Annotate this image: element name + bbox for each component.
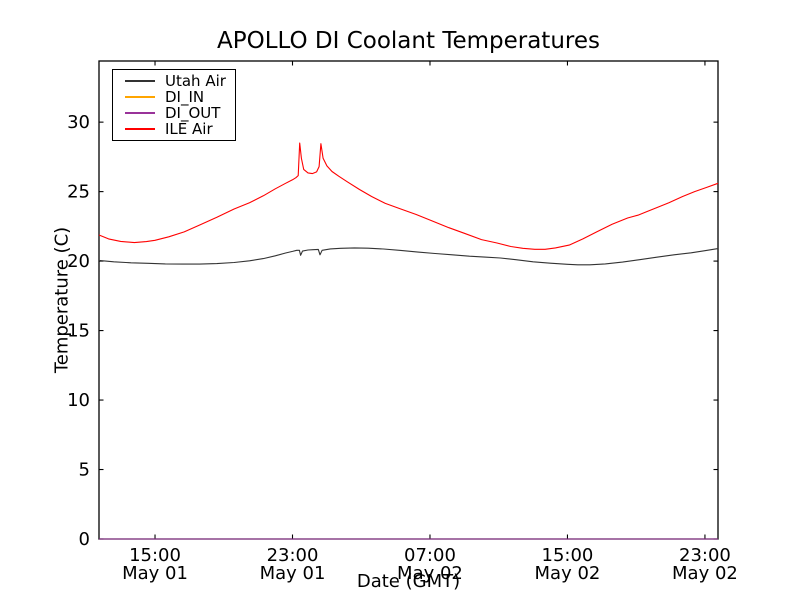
legend-item-di-out: DI_OUT: [125, 105, 235, 121]
x-tick-label-time: 15:00: [542, 545, 594, 566]
legend: Utah Air DI_IN DI_OUT ILE Air: [112, 69, 236, 141]
x-tick-label-time: 23:00: [679, 545, 731, 566]
y-tick-label: 15: [67, 321, 90, 342]
x-axis-label: Date (GMT): [356, 571, 461, 592]
legend-label: ILE Air: [165, 120, 213, 138]
x-tick-label-time: 07:00: [404, 545, 456, 566]
y-tick-label: 10: [67, 390, 90, 411]
x-tick-label-time: 23:00: [267, 545, 319, 566]
x-tick-label-date: May 02: [535, 563, 601, 584]
y-tick-label: 0: [79, 529, 90, 550]
series-line-ile-air: [98, 142, 719, 250]
x-tick-label-time: 15:00: [129, 545, 181, 566]
utah-air-line-swatch: [125, 80, 155, 82]
legend-label: Utah Air: [165, 72, 226, 90]
y-tick-label: 20: [67, 251, 90, 272]
y-tick-label: 30: [67, 112, 90, 133]
legend-item-ile-air: ILE Air: [125, 121, 235, 137]
series-line-utah-air: [98, 247, 719, 266]
y-tick-label: 25: [67, 182, 90, 203]
di-in-line-swatch: [125, 96, 155, 98]
y-axis-label: Temperature (C): [51, 226, 73, 374]
legend-label: DI_OUT: [165, 104, 221, 122]
legend-item-di-in: DI_IN: [125, 89, 235, 105]
legend-item-utah-air: Utah Air: [125, 73, 235, 89]
x-tick-label-date: May 02: [397, 563, 463, 584]
x-tick-label-date: May 02: [672, 563, 738, 584]
x-tick-label-date: May 01: [260, 563, 326, 584]
chart-title: APOLLO DI Coolant Temperatures: [216, 28, 600, 54]
legend-label: DI_IN: [165, 88, 205, 106]
ile-air-line-swatch: [125, 128, 155, 130]
x-tick-label-date: May 01: [122, 563, 188, 584]
y-tick-label: 5: [79, 460, 90, 481]
di-out-line-swatch: [125, 112, 155, 114]
